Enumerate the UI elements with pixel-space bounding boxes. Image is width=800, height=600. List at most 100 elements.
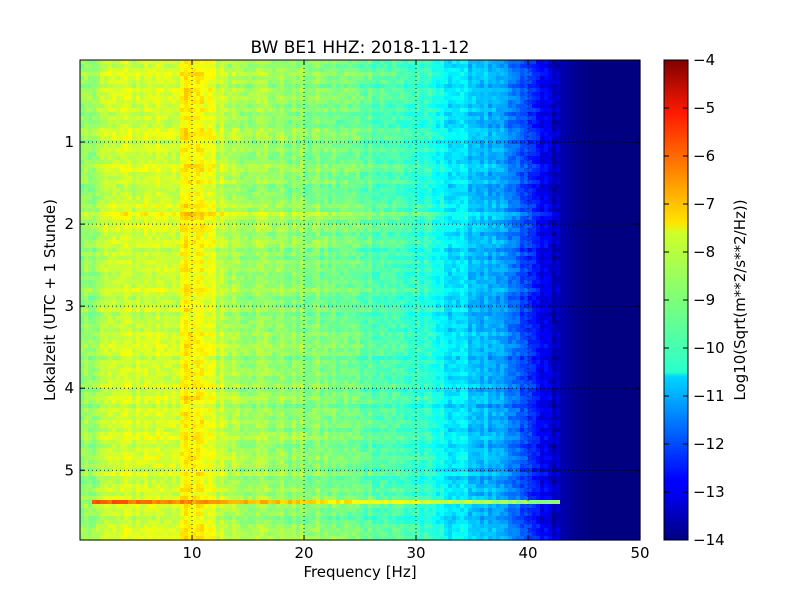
heatmap-cell: [596, 128, 601, 133]
heatmap-cell: [228, 180, 233, 185]
heatmap-cell: [620, 100, 625, 105]
heatmap-cell: [636, 132, 641, 137]
heatmap-cell: [188, 180, 193, 185]
heatmap-cell: [468, 156, 473, 161]
heatmap-cell: [216, 64, 221, 69]
heatmap-cell: [240, 152, 245, 157]
heatmap-cell: [292, 172, 297, 177]
heatmap-cell: [488, 64, 493, 69]
heatmap-cell: [144, 172, 149, 177]
heatmap-cell: [232, 92, 237, 97]
heatmap-cell: [504, 64, 509, 69]
heatmap-cell: [484, 116, 489, 121]
heatmap-cell: [84, 192, 89, 197]
heatmap-cell: [184, 72, 189, 77]
heatmap-cell: [576, 172, 581, 177]
heatmap-cell: [268, 72, 273, 77]
heatmap-cell: [444, 84, 449, 89]
heatmap-cell: [352, 120, 357, 125]
heatmap-cell: [572, 72, 577, 77]
heatmap-cell: [396, 144, 401, 149]
heatmap-cell: [400, 116, 405, 121]
heatmap-cell: [132, 144, 137, 149]
heatmap-cell: [504, 180, 509, 185]
heatmap-cell: [180, 120, 185, 125]
heatmap-cell: [520, 96, 525, 101]
heatmap-cell: [352, 160, 357, 165]
heatmap-cell: [552, 128, 557, 133]
heatmap-cell: [504, 196, 509, 201]
heatmap-cell: [136, 152, 141, 157]
heatmap-cell: [136, 140, 141, 145]
heatmap-cell: [172, 120, 177, 125]
heatmap-cell: [272, 172, 277, 177]
heatmap-cell: [172, 72, 177, 77]
heatmap-cell: [348, 76, 353, 81]
heatmap-cell: [196, 100, 201, 105]
heatmap-cell: [324, 128, 329, 133]
heatmap-cell: [272, 184, 277, 189]
heatmap-cell: [544, 184, 549, 189]
heatmap-cell: [628, 148, 633, 153]
heatmap-cell: [448, 164, 453, 169]
heatmap-cell: [124, 140, 129, 145]
heatmap-cell: [176, 64, 181, 69]
heatmap-cell: [316, 172, 321, 177]
heatmap-cell: [308, 136, 313, 141]
heatmap-cell: [476, 104, 481, 109]
heatmap-cell: [108, 64, 113, 69]
heatmap-cell: [604, 164, 609, 169]
heatmap-cell: [372, 76, 377, 81]
heatmap-cell: [432, 92, 437, 97]
heatmap-cell: [420, 68, 425, 73]
heatmap-cell: [256, 200, 261, 205]
heatmap-cell: [568, 88, 573, 93]
heatmap-cell: [588, 84, 593, 89]
heatmap-cell: [224, 92, 229, 97]
heatmap-cell: [288, 196, 293, 201]
heatmap-cell: [220, 196, 225, 201]
heatmap-cell: [604, 108, 609, 113]
heatmap-cell: [572, 64, 577, 69]
heatmap-cell: [608, 72, 613, 77]
heatmap-cell: [252, 136, 257, 141]
heatmap-cell: [180, 116, 185, 121]
heatmap-cell: [588, 180, 593, 185]
heatmap-cell: [304, 84, 309, 89]
heatmap-cell: [252, 96, 257, 101]
heatmap-cell: [372, 88, 377, 93]
heatmap-cell: [600, 92, 605, 97]
heatmap-cell: [608, 104, 613, 109]
heatmap-cell: [308, 80, 313, 85]
heatmap-cell: [468, 60, 473, 65]
heatmap-cell: [296, 196, 301, 201]
heatmap-cell: [356, 96, 361, 101]
heatmap-cell: [448, 132, 453, 137]
heatmap-cell: [556, 176, 561, 181]
heatmap-cell: [392, 136, 397, 141]
heatmap-cell: [584, 172, 589, 177]
heatmap-cell: [244, 184, 249, 189]
heatmap-cell: [136, 144, 141, 149]
heatmap-cell: [428, 124, 433, 129]
heatmap-cell: [360, 124, 365, 129]
heatmap-cell: [124, 184, 129, 189]
heatmap-cell: [528, 196, 533, 201]
heatmap-cell: [156, 140, 161, 145]
heatmap-cell: [280, 180, 285, 185]
heatmap-cell: [308, 184, 313, 189]
heatmap-cell: [416, 120, 421, 125]
heatmap-cell: [292, 140, 297, 145]
heatmap-cell: [188, 132, 193, 137]
heatmap-cell: [300, 148, 305, 153]
heatmap-cell: [588, 132, 593, 137]
heatmap-cell: [320, 120, 325, 125]
heatmap-cell: [452, 68, 457, 73]
heatmap-cell: [528, 176, 533, 181]
heatmap-cell: [496, 176, 501, 181]
heatmap-cell: [112, 80, 117, 85]
heatmap-cell: [160, 92, 165, 97]
heatmap-cell: [212, 144, 217, 149]
heatmap-cell: [144, 72, 149, 77]
heatmap-cell: [84, 64, 89, 69]
